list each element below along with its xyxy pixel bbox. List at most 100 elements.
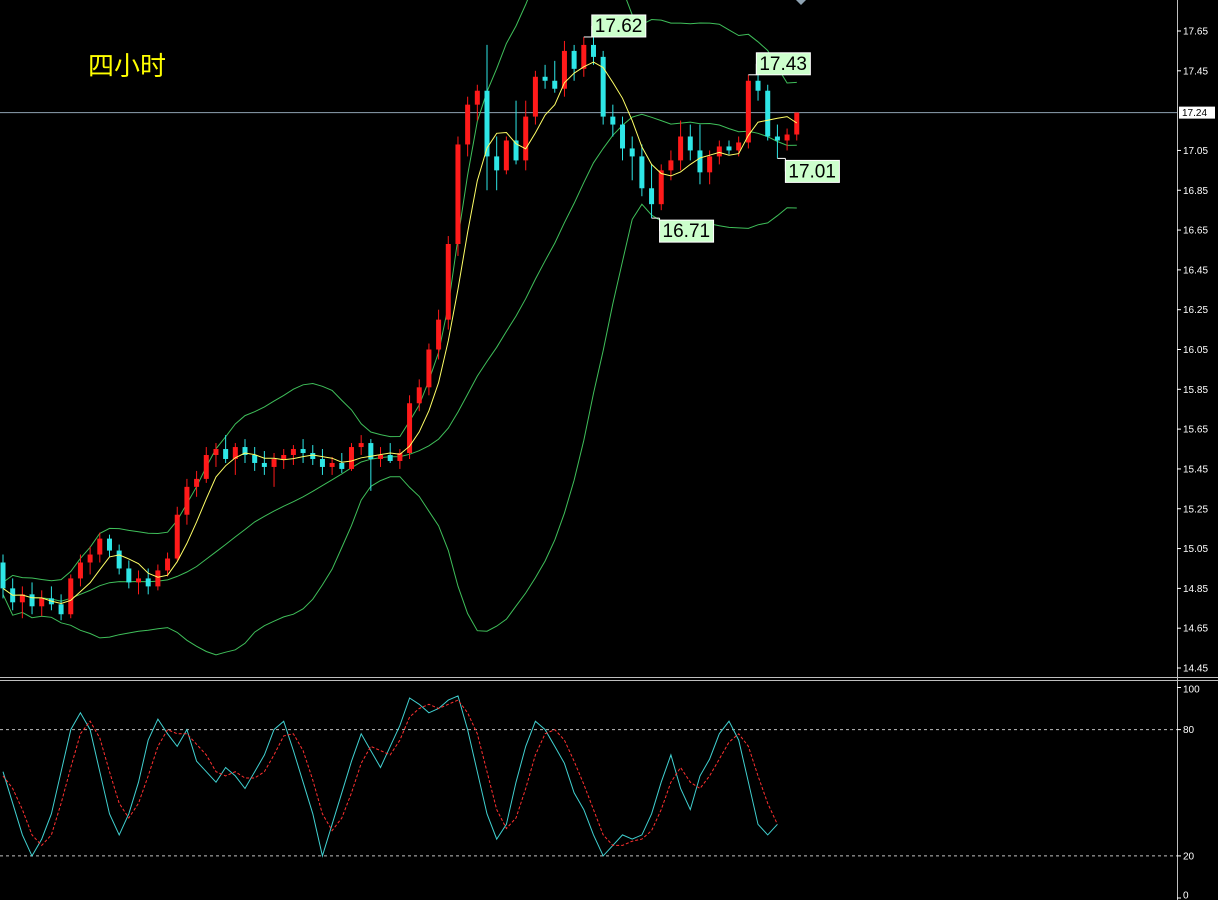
price-tick-label: 17.05 xyxy=(1183,146,1208,157)
candle-body xyxy=(194,478,200,487)
candle xyxy=(523,100,529,171)
annotation-box xyxy=(784,159,840,183)
candle xyxy=(213,443,219,467)
candle-body xyxy=(77,562,83,579)
candle-body xyxy=(19,594,25,603)
candle-body xyxy=(571,50,577,69)
candle-body xyxy=(87,554,93,563)
candle-body xyxy=(668,160,674,171)
candle-body xyxy=(542,76,548,81)
candle xyxy=(136,570,142,595)
candle-body xyxy=(503,140,509,171)
bollinger-lower-line xyxy=(2,203,797,656)
candle xyxy=(165,552,171,577)
candle-body xyxy=(639,156,645,189)
candle-body xyxy=(339,462,345,469)
candle-body xyxy=(484,90,490,157)
price-tick-label: 15.05 xyxy=(1183,544,1208,555)
candle xyxy=(571,44,577,81)
candle-body xyxy=(116,550,122,569)
bollinger-middle-line xyxy=(2,113,797,602)
price-tick-label: 14.65 xyxy=(1183,624,1208,635)
candle xyxy=(639,144,645,197)
candle xyxy=(87,546,93,575)
annotation-box xyxy=(755,52,811,76)
candle-body xyxy=(726,146,732,151)
price-tick-label: 16.85 xyxy=(1183,186,1208,197)
price-tick-label: 16.25 xyxy=(1183,305,1208,316)
candle-body xyxy=(232,447,238,459)
candle-body xyxy=(290,449,296,456)
stoch-d-line xyxy=(2,699,778,847)
candle xyxy=(726,140,732,155)
candle-body xyxy=(697,150,703,173)
stochastic-pane xyxy=(0,695,1177,858)
candle-body xyxy=(765,90,771,137)
candle xyxy=(697,124,703,185)
candle-body xyxy=(261,462,267,467)
candle-body xyxy=(348,447,354,469)
candle-body xyxy=(513,140,519,161)
candle xyxy=(494,136,500,191)
candle xyxy=(223,435,229,463)
candle-body xyxy=(310,453,316,459)
candle xyxy=(290,445,296,465)
candle xyxy=(445,236,451,330)
candle-body xyxy=(523,116,529,161)
candle-body xyxy=(397,453,403,461)
stoch-tick-label: 100 xyxy=(1183,685,1200,696)
candle xyxy=(97,532,103,563)
current-price-label: 17.24 xyxy=(1182,108,1207,119)
candle-body xyxy=(407,403,413,454)
candle xyxy=(184,478,190,525)
bollinger-upper-line xyxy=(2,0,797,583)
candle xyxy=(774,124,780,159)
candle xyxy=(329,456,335,475)
candle xyxy=(678,120,684,171)
price-tick-label: 15.85 xyxy=(1183,385,1208,396)
price-tick-label: 14.45 xyxy=(1183,664,1208,675)
candle xyxy=(600,50,606,125)
candle xyxy=(561,40,567,97)
candle xyxy=(542,64,548,89)
candle xyxy=(397,449,403,469)
candle xyxy=(242,439,248,463)
candle-body xyxy=(629,148,635,157)
candle xyxy=(116,544,122,575)
timeframe-label: 四小时 xyxy=(88,52,167,82)
candle xyxy=(19,586,25,619)
candle-body xyxy=(39,598,45,607)
price-tick-label: 16.65 xyxy=(1183,226,1208,237)
candle-body xyxy=(436,319,442,350)
candle xyxy=(620,116,626,161)
price-tick-label: 14.85 xyxy=(1183,584,1208,595)
stoch-tick-label: 20 xyxy=(1183,851,1195,862)
stoch-tick-label: 0 xyxy=(1183,891,1189,900)
candle-body xyxy=(378,455,384,459)
price-tick-label: 16.45 xyxy=(1183,265,1208,276)
candle xyxy=(552,60,558,93)
candle-body xyxy=(174,514,180,559)
candle-body xyxy=(649,188,655,205)
candle xyxy=(300,439,306,463)
candle xyxy=(407,395,413,459)
candle-body xyxy=(794,112,800,135)
candle xyxy=(68,574,74,619)
candle xyxy=(416,379,422,412)
candle xyxy=(755,74,761,101)
candle-body xyxy=(552,80,558,89)
price-tick-label: 17.45 xyxy=(1183,66,1208,77)
candle xyxy=(687,124,693,161)
candle-body xyxy=(736,142,742,151)
candle-body xyxy=(707,156,713,173)
candle-body xyxy=(387,455,393,461)
candle xyxy=(513,100,519,165)
candle-body xyxy=(68,578,74,615)
candle xyxy=(658,164,664,211)
stoch-tick-label: 80 xyxy=(1183,725,1195,736)
candle xyxy=(590,36,596,65)
candle xyxy=(436,309,442,360)
candle-body xyxy=(358,443,364,448)
candle-body xyxy=(252,455,258,463)
